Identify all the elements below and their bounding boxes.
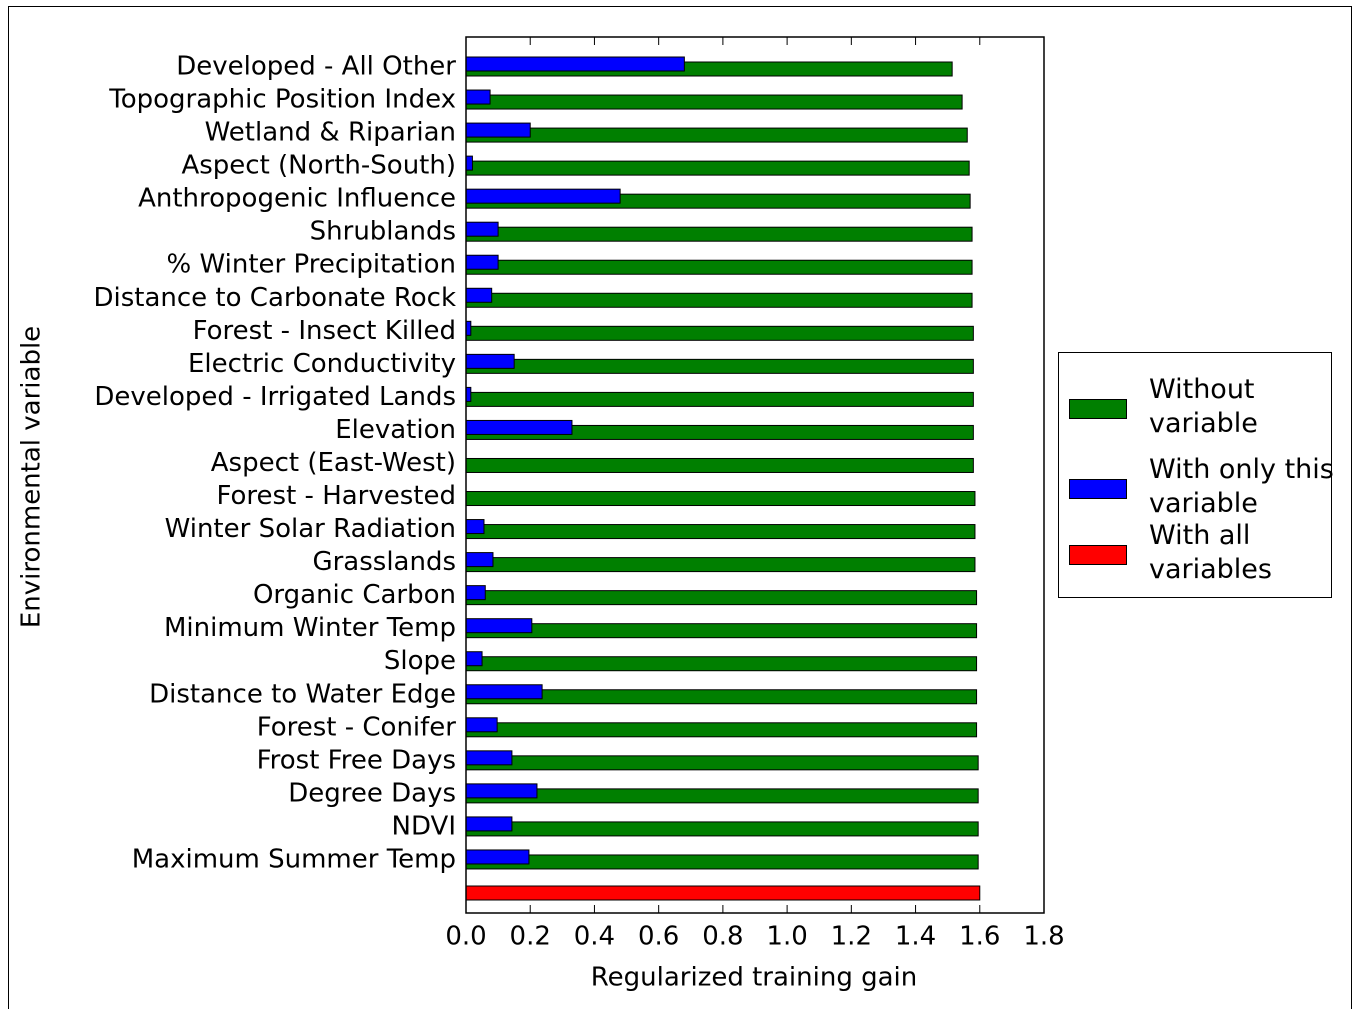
y-tick-label: Distance to Carbonate Rock bbox=[93, 283, 456, 313]
bar bbox=[465, 419, 573, 435]
bar bbox=[465, 552, 494, 568]
y-tick-label: Slope bbox=[384, 646, 456, 676]
y-tick-label: Elevation bbox=[335, 415, 456, 445]
y-tick-label: Aspect (East-West) bbox=[211, 448, 456, 478]
y-tick-label: Organic Carbon bbox=[253, 580, 456, 610]
bar bbox=[465, 816, 513, 832]
bar bbox=[465, 94, 963, 110]
y-axis-label: Environmental variable bbox=[17, 326, 47, 628]
y-tick-label: Winter Solar Radiation bbox=[165, 514, 456, 544]
bar bbox=[465, 127, 968, 143]
bar bbox=[465, 122, 531, 138]
frame bbox=[8, 6, 1352, 1009]
y-tick-label: Forest - Insect Killed bbox=[193, 316, 456, 346]
x-tick-label: 0.2 bbox=[510, 922, 551, 952]
bar bbox=[465, 221, 499, 237]
y-tick-label: Forest - Conifer bbox=[257, 712, 457, 742]
legend-label: With only this variable bbox=[1149, 454, 1334, 519]
bar bbox=[465, 590, 978, 606]
x-tick-label: 0.0 bbox=[445, 922, 486, 952]
y-tick-label: Minimum Winter Temp bbox=[164, 613, 456, 643]
bar bbox=[465, 849, 530, 865]
bar bbox=[465, 226, 973, 242]
bar bbox=[465, 160, 970, 176]
y-tick-label: Maximum Summer Temp bbox=[132, 844, 456, 874]
x-tick-label: 1.2 bbox=[831, 922, 872, 952]
bar bbox=[465, 750, 513, 766]
bar bbox=[465, 788, 979, 804]
y-tick-label: Anthropogenic Influence bbox=[138, 184, 456, 214]
legend: Without variable With only this variable W… bbox=[1058, 352, 1334, 598]
x-tick-label: 0.8 bbox=[702, 922, 743, 952]
plot-frame bbox=[465, 36, 1045, 914]
bar bbox=[465, 885, 981, 901]
x-tick-label: 1.6 bbox=[959, 922, 1000, 952]
y-tick-label: Forest - Harvested bbox=[217, 481, 457, 511]
bar bbox=[465, 491, 976, 507]
bar bbox=[465, 854, 979, 870]
bar bbox=[465, 292, 973, 308]
bar bbox=[465, 651, 483, 667]
bar bbox=[465, 684, 543, 700]
bar bbox=[465, 358, 974, 374]
bar bbox=[465, 821, 979, 837]
legend-swatch bbox=[1069, 545, 1127, 565]
bar bbox=[465, 457, 974, 473]
bar bbox=[465, 722, 978, 738]
bar bbox=[465, 325, 974, 341]
bar bbox=[465, 188, 621, 204]
legend-swatch bbox=[1069, 479, 1127, 499]
y-tick-label: % Winter Precipitation bbox=[167, 250, 456, 280]
bar bbox=[465, 391, 974, 407]
y-tick-label: NDVI bbox=[392, 811, 456, 841]
bar bbox=[465, 519, 485, 535]
y-tick-label: Developed - All Other bbox=[176, 52, 456, 82]
y-tick-label: Aspect (North-South) bbox=[181, 151, 456, 181]
bar bbox=[465, 155, 473, 171]
bar bbox=[465, 656, 978, 672]
bar bbox=[465, 56, 685, 72]
bar bbox=[465, 557, 976, 573]
bar bbox=[465, 254, 499, 270]
bar bbox=[465, 89, 491, 105]
bar bbox=[465, 524, 976, 540]
bar bbox=[465, 287, 493, 303]
y-tick-label: Electric Conductivity bbox=[188, 349, 456, 379]
legend-label: Without variable bbox=[1149, 374, 1258, 439]
y-tick-label: Distance to Water Edge bbox=[149, 679, 456, 709]
y-tick-label: Shrublands bbox=[310, 217, 456, 247]
bar bbox=[465, 585, 486, 601]
legend-label: With all variables bbox=[1149, 520, 1272, 585]
y-tick-label: Degree Days bbox=[288, 778, 456, 808]
x-axis-label: Regularized training gain bbox=[591, 963, 918, 993]
bar bbox=[465, 618, 533, 634]
bar bbox=[465, 755, 979, 771]
x-tick-label: 0.4 bbox=[574, 922, 615, 952]
bar bbox=[465, 353, 515, 369]
bar bbox=[465, 717, 498, 733]
x-tick-label: 1.0 bbox=[766, 922, 807, 952]
legend-swatch bbox=[1069, 399, 1127, 419]
y-tick-label: Grasslands bbox=[312, 547, 456, 577]
y-tick-label: Topographic Position Index bbox=[108, 85, 456, 115]
bar bbox=[465, 623, 978, 639]
x-tick-label: 1.8 bbox=[1023, 922, 1064, 952]
x-tick-label: 1.4 bbox=[895, 922, 936, 952]
bar bbox=[465, 259, 973, 275]
bar bbox=[465, 783, 538, 799]
x-tick-label: 0.6 bbox=[638, 922, 679, 952]
y-tick-label: Wetland & Riparian bbox=[205, 118, 456, 148]
y-tick-label: Developed - Irrigated Lands bbox=[94, 382, 456, 412]
y-tick-label: Frost Free Days bbox=[257, 745, 456, 775]
